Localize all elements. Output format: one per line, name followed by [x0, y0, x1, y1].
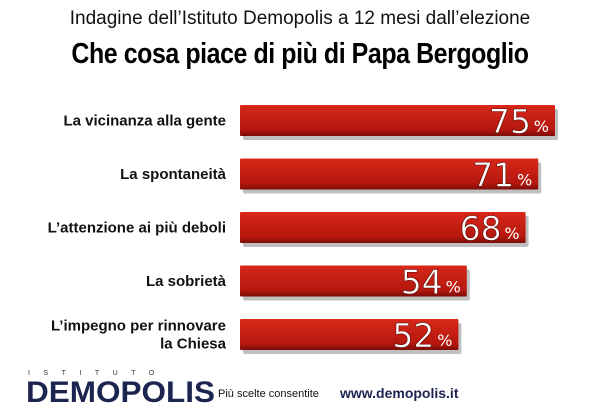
bar [240, 319, 459, 350]
category-label: la Chiesa [160, 336, 227, 353]
category-label: L’attenzione ai più deboli [48, 220, 226, 237]
bar [240, 212, 526, 243]
value-label: 71 [472, 156, 514, 195]
value-label: 75 [489, 102, 531, 141]
percent-sign: % [534, 117, 549, 136]
category-label: La sobrietà [146, 273, 227, 290]
website-link[interactable]: www.demopolis.it [340, 385, 459, 401]
value-label: 54 [401, 263, 443, 302]
value-label: 68 [460, 209, 502, 248]
bar [240, 265, 467, 297]
demopolis-logo: DEMOPOLIS [26, 376, 216, 409]
chart-title: Che cosa piace di più di Papa Bergoglio [71, 38, 529, 70]
footnote: Più scelte consentite [218, 388, 319, 400]
percent-sign: % [504, 224, 519, 243]
percent-sign: % [437, 331, 452, 350]
logo-top-text: ISTITUTO [28, 370, 168, 377]
chart-subtitle: Indagine dell’Istituto Demopolis a 12 me… [69, 8, 531, 29]
category-label: La spontaneità [120, 166, 227, 183]
percent-sign: % [517, 171, 532, 190]
percent-sign: % [446, 278, 461, 297]
value-label: 52 [392, 316, 434, 355]
category-label: L’impegno per rinnovare [51, 318, 226, 335]
category-label: La vicinanza alla gente [63, 113, 226, 130]
bar [240, 158, 539, 190]
bar [240, 105, 555, 136]
